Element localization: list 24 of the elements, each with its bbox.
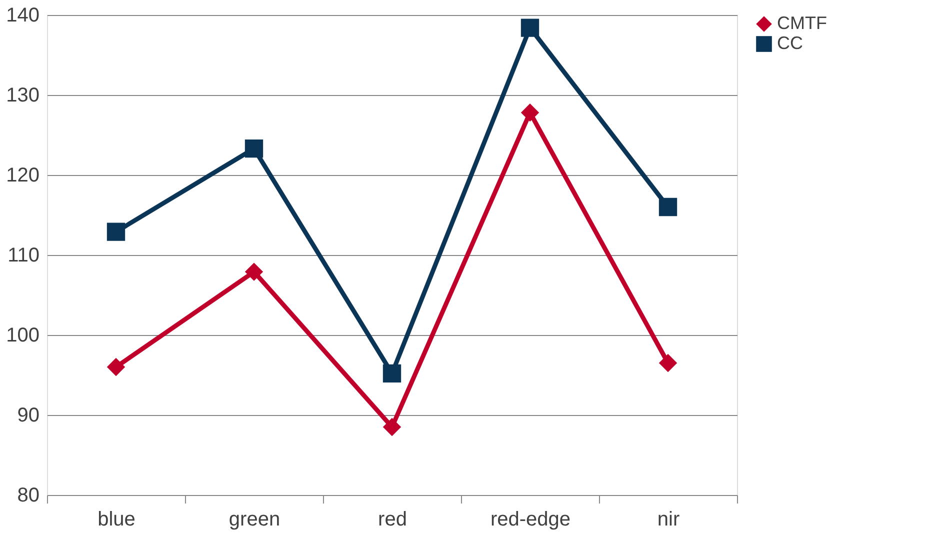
y-tick-label: 90 <box>17 404 40 426</box>
point <box>382 418 402 436</box>
point <box>658 354 678 372</box>
point <box>106 222 126 241</box>
legend-label: CC <box>777 33 803 53</box>
point <box>106 358 126 376</box>
y-tick-label: 100 <box>6 324 40 346</box>
y-tick-label: 140 <box>6 4 40 26</box>
x-tick-label: green <box>228 508 280 530</box>
y-tick-label: 80 <box>17 484 40 506</box>
point <box>520 18 540 37</box>
point <box>382 364 402 382</box>
y-tick-label: 130 <box>6 84 40 106</box>
y-tick-label: 110 <box>8 244 40 266</box>
point <box>244 262 264 281</box>
point <box>520 104 540 122</box>
y-tick-label: 120 <box>6 164 40 186</box>
x-tick-label: nir <box>657 508 680 530</box>
legend-label: CMTF <box>777 13 827 33</box>
point <box>244 140 264 158</box>
point <box>658 198 678 216</box>
x-tick-label: red <box>378 508 407 530</box>
x-tick-label: blue <box>98 508 136 530</box>
x-tick-label: red-edge <box>490 508 571 530</box>
